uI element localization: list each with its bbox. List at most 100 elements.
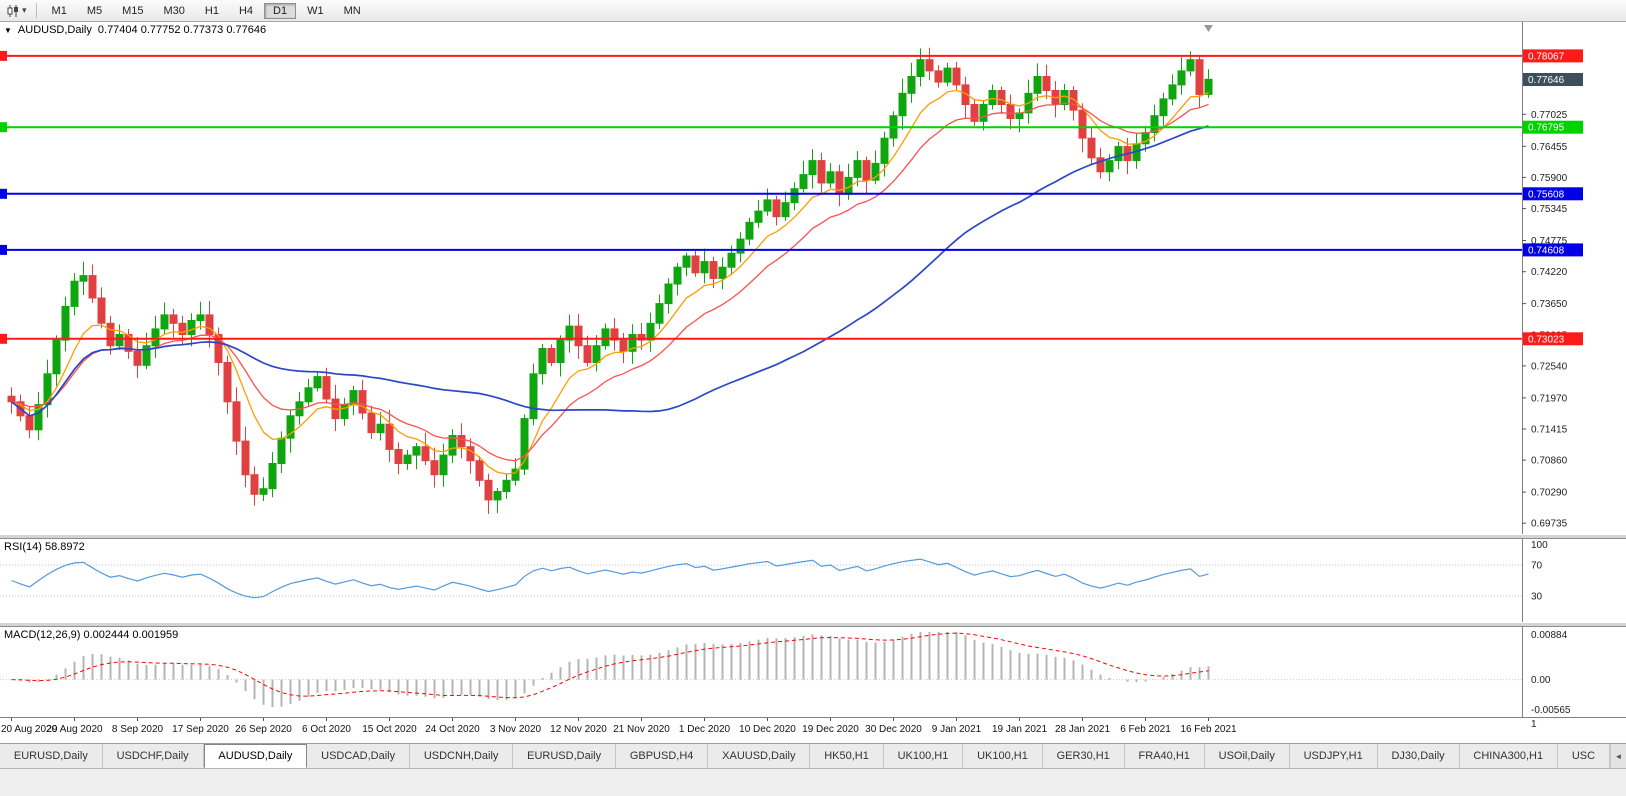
chart-tab-dj30-daily-15[interactable]: DJ30,Daily: [1378, 744, 1460, 768]
svg-text:21 Nov 2020: 21 Nov 2020: [613, 724, 670, 735]
timeframe-button-h4[interactable]: H4: [238, 4, 254, 17]
svg-text:3 Nov 2020: 3 Nov 2020: [490, 724, 542, 735]
chart-tab-usc-17[interactable]: USC: [1558, 744, 1610, 768]
pane-splitter[interactable]: [0, 534, 1626, 539]
tab-scroll-left-button[interactable]: ◄: [1609, 744, 1626, 768]
svg-text:0.70290: 0.70290: [1531, 488, 1568, 499]
chart-tab-usdchf-daily-1[interactable]: USDCHF,Daily: [103, 744, 204, 768]
date-axis[interactable]: 20 Aug 2020 29 Aug 2020 8 Sep 2020 17 Sep 2…: [0, 717, 1626, 743]
timeframe-button-mn[interactable]: MN: [343, 4, 361, 17]
rsi-line: [11, 558, 1209, 599]
candles: [7, 47, 1213, 514]
svg-text:0.70860: 0.70860: [1531, 456, 1568, 467]
svg-text:0.74775: 0.74775: [1531, 236, 1568, 247]
svg-text:0.74608: 0.74608: [1528, 245, 1565, 256]
svg-text:0.76795: 0.76795: [1528, 123, 1565, 134]
macd-histogram: [19, 632, 1210, 707]
svg-text:19 Dec 2020: 19 Dec 2020: [802, 724, 859, 735]
svg-text:70: 70: [1531, 561, 1543, 572]
svg-text:1: 1: [1531, 719, 1537, 730]
symbol-dropdown-icon[interactable]: ▼: [4, 25, 12, 35]
svg-text:16 Feb 2021: 16 Feb 2021: [1180, 724, 1237, 735]
chart-tab-audusd-daily-2[interactable]: AUDUSD,Daily: [203, 744, 308, 768]
svg-text:6 Feb 2021: 6 Feb 2021: [1120, 724, 1171, 735]
svg-text:1 Dec 2020: 1 Dec 2020: [679, 724, 731, 735]
svg-text:0.78067: 0.78067: [1528, 51, 1565, 62]
timeframe-button-d1[interactable]: D1: [264, 2, 297, 19]
chart-tab-fra40-h1-12[interactable]: FRA40,H1: [1125, 744, 1205, 768]
chart-tabbar: EURUSD,Daily USDCHF,Daily AUDUSD,Daily USDC…: [0, 743, 1626, 768]
svg-text:0.69735: 0.69735: [1531, 519, 1568, 530]
price-scale[interactable]: 0.77025 0.76455 0.75900 0.75345 0.74775 0.742…: [1522, 49, 1583, 530]
chart-tab-uk100-h1-10[interactable]: UK100,H1: [963, 744, 1043, 768]
chart-tab-usoil-daily-13[interactable]: USOil,Daily: [1205, 744, 1290, 768]
svg-text:6 Oct 2020: 6 Oct 2020: [302, 724, 351, 735]
chart-shift-marker: [1204, 25, 1213, 32]
timeframe-button-m30[interactable]: M30: [163, 4, 185, 17]
svg-text:30: 30: [1531, 591, 1543, 602]
timeframe-button-w1[interactable]: W1: [307, 4, 324, 17]
chart-tab-china300-h1-16[interactable]: CHINA300,H1: [1460, 744, 1558, 768]
svg-text:9 Jan 2021: 9 Jan 2021: [932, 724, 982, 735]
candlestick-chart-icon: [6, 4, 21, 18]
timeframe-button-h1[interactable]: H1: [204, 4, 219, 17]
svg-text:8 Sep 2020: 8 Sep 2020: [112, 724, 164, 735]
status-bar: [0, 768, 1626, 796]
chart-tab-hk50-h1-8[interactable]: HK50,H1: [810, 744, 884, 768]
timeframe-buttons: M1 M5 M15 M30 H1 H4 D1 W1 MN: [43, 2, 370, 19]
svg-text:0.77025: 0.77025: [1531, 110, 1568, 121]
svg-text:28 Jan 2021: 28 Jan 2021: [1055, 724, 1110, 735]
svg-text:0.76455: 0.76455: [1531, 142, 1568, 153]
svg-text:0.75608: 0.75608: [1528, 189, 1565, 200]
svg-text:0.77646: 0.77646: [1528, 75, 1565, 86]
macd-signal-line: [11, 632, 1209, 699]
svg-text:0.73650: 0.73650: [1531, 299, 1568, 310]
chart-tab-eurusd-daily-5[interactable]: EURUSD,Daily: [513, 744, 616, 768]
chart-type-button[interactable]: ▾: [3, 3, 30, 19]
svg-text:0.00: 0.00: [1531, 675, 1551, 686]
chart-symbol-label: AUDUSD,Daily: [17, 24, 92, 36]
svg-text:24 Oct 2020: 24 Oct 2020: [425, 724, 480, 735]
chart-tab-ger30-h1-11[interactable]: GER30,H1: [1043, 744, 1125, 768]
horizontal-level-lines[interactable]: [0, 50, 1522, 344]
svg-text:19 Jan 2021: 19 Jan 2021: [992, 724, 1047, 735]
svg-text:100: 100: [1531, 540, 1548, 551]
svg-text:0.75345: 0.75345: [1531, 204, 1568, 215]
timeframe-button-m5[interactable]: M5: [86, 4, 103, 17]
rsi-canvas[interactable]: 100 70 30: [0, 539, 1626, 622]
macd-pane: 0.00884 0.00 -0.00565 MACD(12,26,9) 0.0024…: [0, 627, 1626, 717]
macd-canvas[interactable]: 0.00884 0.00 -0.00565: [0, 627, 1626, 717]
rsi-pane: 100 70 30 RSI(14) 58.8972: [0, 539, 1626, 622]
chart-header: ▼ AUDUSD,Daily 0.77404 0.77752 0.77373 0…: [4, 24, 266, 36]
pane-splitter[interactable]: [0, 622, 1626, 627]
svg-text:0.73023: 0.73023: [1528, 334, 1565, 345]
svg-text:0.71415: 0.71415: [1531, 425, 1568, 436]
chart-tab-usdjpy-h1-14[interactable]: USDJPY,H1: [1290, 744, 1378, 768]
svg-text:26 Sep 2020: 26 Sep 2020: [235, 724, 292, 735]
svg-text:15 Oct 2020: 15 Oct 2020: [362, 724, 417, 735]
chart-tab-uk100-h1-9[interactable]: UK100,H1: [884, 744, 964, 768]
chevron-down-icon: ▾: [22, 5, 27, 15]
svg-text:29 Aug 2020: 29 Aug 2020: [46, 724, 103, 735]
main-chart-canvas[interactable]: 0.77025 0.76455 0.75900 0.75345 0.74775 0.742…: [0, 22, 1626, 534]
chart-tab-gbpusd-h4-6[interactable]: GBPUSD,H4: [616, 744, 709, 768]
moving-average-lines: [10, 89, 1209, 475]
svg-text:10 Dec 2020: 10 Dec 2020: [739, 724, 796, 735]
chart-tab-xauusd-daily-7[interactable]: XAUUSD,Daily: [708, 744, 811, 768]
chart-tab-eurusd-daily-0[interactable]: EURUSD,Daily: [0, 744, 103, 768]
svg-text:0.75900: 0.75900: [1531, 173, 1568, 184]
timeframe-button-m15[interactable]: M15: [122, 4, 144, 17]
timeframe-toolbar: ▾ M1 M5 M15 M30 H1 H4 D1 W1 MN: [0, 0, 1626, 22]
chart-tab-usdcad-daily-3[interactable]: USDCAD,Daily: [307, 744, 410, 768]
timeframe-button-m1[interactable]: M1: [51, 4, 67, 17]
rsi-indicator-label: RSI(14) 58.8972: [4, 541, 85, 553]
macd-indicator-label: MACD(12,26,9) 0.002444 0.001959: [4, 629, 179, 641]
svg-text:30 Dec 2020: 30 Dec 2020: [865, 724, 922, 735]
svg-text:17 Sep 2020: 17 Sep 2020: [172, 724, 229, 735]
chart-ohlc-values: 0.77404 0.77752 0.77373 0.77646: [97, 24, 267, 36]
chart-tab-usdcnh-daily-4[interactable]: USDCNH,Daily: [410, 744, 514, 768]
svg-text:0.71970: 0.71970: [1531, 393, 1568, 404]
svg-text:12 Nov 2020: 12 Nov 2020: [550, 724, 607, 735]
